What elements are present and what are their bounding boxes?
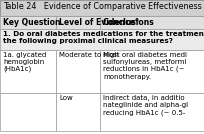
Text: 1a. glycated
hemoglobin
(HbA1c): 1a. glycated hemoglobin (HbA1c): [3, 52, 46, 72]
Bar: [0, 16, 56, 29]
Bar: [100, 50, 204, 93]
Bar: [56, 93, 100, 131]
Text: Conclusions: Conclusions: [103, 18, 155, 27]
Bar: [100, 16, 204, 29]
Bar: [0, 50, 56, 93]
Bar: [0, 29, 204, 50]
Text: Indirect data, in additio
nateglinide and alpha-gl
reducing HbA1c (~ 0.5-: Indirect data, in additio nateglinide an…: [103, 95, 188, 116]
Bar: [100, 93, 204, 131]
Bar: [56, 16, 100, 29]
Bar: [0, 93, 56, 131]
Text: Moderate to high: Moderate to high: [59, 52, 119, 58]
Bar: [0, 0, 204, 16]
Bar: [56, 50, 100, 93]
Text: 1. Do oral diabetes medications for the treatment of adults with ty
the followin: 1. Do oral diabetes medications for the …: [3, 31, 204, 44]
Text: Level of Evidence*: Level of Evidence*: [59, 18, 139, 27]
Text: Most oral diabetes medi
sulfonylureas, metformi
reductions in HbA1c (~
monothera: Most oral diabetes medi sulfonylureas, m…: [103, 52, 187, 79]
Text: Table 24   Evidence of Comparative Effectiveness of Oral Di: Table 24 Evidence of Comparative Effecti…: [3, 2, 204, 11]
Text: Key Question: Key Question: [3, 18, 61, 27]
Text: Low: Low: [59, 95, 73, 101]
